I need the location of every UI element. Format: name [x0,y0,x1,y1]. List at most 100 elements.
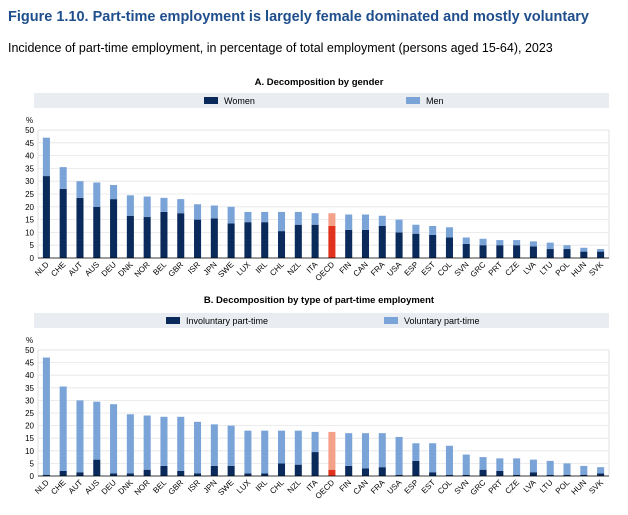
bar-pol-involuntary-part-time [563,474,571,476]
x-tick-label: AUS [83,478,101,496]
x-tick-label: SWE [216,478,235,497]
bar-che-involuntary-part-time [59,470,67,476]
bar-prt-men [496,240,504,246]
bar-swe-women [227,223,235,258]
bar-pol-voluntary-part-time [563,463,571,475]
y-tick-label: 40 [25,152,34,161]
x-tick-label: NLD [33,260,51,278]
bar-deu-voluntary-part-time [110,404,118,474]
x-tick-label: OECD [314,260,337,283]
bar-isr-men [194,204,202,220]
bar-ltu-involuntary-part-time [546,474,554,476]
x-tick-label: IRL [254,478,270,494]
panel-title: A. Decomposition by gender [255,77,384,88]
y-axis-unit: % [26,336,33,345]
bar-can-involuntary-part-time [361,468,370,476]
bar-isr-women [194,219,202,258]
legend-box [34,93,609,108]
x-tick-label: LVA [522,478,539,495]
bar-prt-women [496,245,504,258]
bar-ltu-women [546,249,554,258]
bar-fin-women [345,229,353,258]
y-tick-label: 35 [25,384,34,393]
x-tick-label: BEL [151,260,168,277]
bar-svn-voluntary-part-time [462,454,470,475]
x-tick-label: CZE [503,478,521,496]
x-tick-label: COL [436,478,454,496]
x-tick-label: ESP [403,260,421,278]
y-tick-label: 45 [25,139,34,148]
bar-fra-men [378,215,386,226]
x-tick-label: ESP [403,478,421,496]
bar-nor-involuntary-part-time [143,469,151,476]
bar-nor-women [143,217,151,258]
x-tick-label: FRA [369,478,387,496]
x-tick-label: CZE [503,260,521,278]
x-tick-label: JPN [202,260,219,277]
bar-nzl-men [294,211,302,225]
bar-lva-men [529,241,537,247]
bar-ita-men [311,213,319,225]
bar-pol-men [563,245,571,250]
bar-nzl-involuntary-part-time [294,464,302,476]
y-tick-label: 40 [25,371,34,380]
x-tick-label: DNK [116,478,135,497]
bar-grc-men [479,238,487,246]
bar-svk-women [597,251,605,258]
bar-aus-men [93,182,101,207]
bar-bel-women [160,211,168,258]
x-tick-label: SVK [587,260,605,278]
x-tick-label: COL [436,260,454,278]
bar-lva-voluntary-part-time [529,459,537,473]
bar-nor-voluntary-part-time [143,415,151,470]
bar-ita-women [311,224,319,258]
x-tick-label: NOR [133,478,152,497]
bar-che-men [59,167,67,189]
bar-ltu-voluntary-part-time [546,460,554,475]
x-tick-label: CHE [49,260,67,278]
bar-col-voluntary-part-time [445,445,453,475]
x-tick-label: ISR [186,478,202,494]
bar-usa-involuntary-part-time [395,474,403,476]
bar-aut-men [76,181,84,198]
bar-can-voluntary-part-time [361,433,370,469]
bar-usa-women [395,232,403,258]
bar-gbr-men [177,199,185,214]
y-tick-label: 25 [25,190,34,199]
bar-col-women [445,237,453,258]
x-tick-label: OECD [314,478,337,501]
x-tick-label: LUX [235,478,253,496]
bar-lva-involuntary-part-time [529,472,537,476]
bar-est-voluntary-part-time [429,443,437,473]
bar-esp-men [412,224,420,234]
bar-swe-men [227,206,235,224]
bar-jpn-women [210,218,218,258]
bar-isr-involuntary-part-time [194,473,202,476]
bar-nld-women [42,176,50,258]
bar-svk-voluntary-part-time [597,467,605,474]
x-tick-label: DNK [116,260,135,279]
bar-svn-men [462,237,470,244]
bar-aus-involuntary-part-time [93,459,101,476]
bar-chl-women [277,231,286,258]
bar-can-men [361,214,370,230]
bar-prt-involuntary-part-time [496,470,504,476]
bar-col-men [445,227,453,238]
bar-chl-men [277,211,286,232]
x-tick-label: FRA [369,260,387,278]
x-tick-label: GRC [469,260,488,279]
x-tick-label: DEU [100,478,118,496]
bar-nzl-women [294,224,302,258]
bar-oecd-women [328,226,336,258]
bar-fin-men [345,214,353,230]
bar-ita-involuntary-part-time [311,452,319,476]
bar-nld-men [42,137,50,177]
y-tick-label: 5 [30,241,35,250]
legend-swatch [204,97,218,104]
bar-nld-voluntary-part-time [42,357,50,475]
bar-dnk-women [126,215,134,258]
y-tick-label: 50 [25,346,34,355]
x-tick-label: SVN [453,260,471,278]
x-tick-label: USA [385,478,403,496]
x-tick-label: LTU [538,260,555,277]
